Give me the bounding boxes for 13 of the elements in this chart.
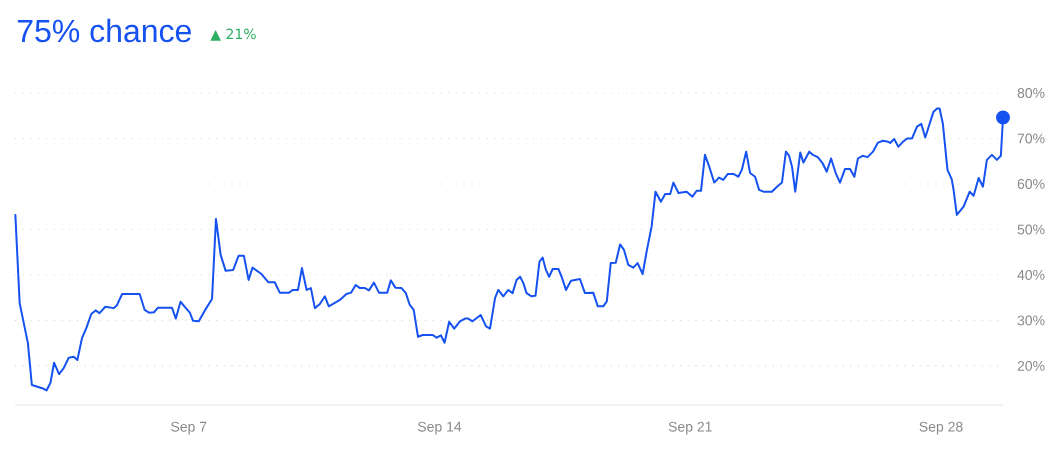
y-tick-label: 70% xyxy=(1017,133,1045,144)
x-tick-label: Sep 7 xyxy=(171,421,207,435)
x-tick-label: Sep 28 xyxy=(919,421,963,435)
y-tick-label: 30% xyxy=(1017,315,1045,326)
x-tick-label: Sep 21 xyxy=(668,421,712,435)
y-tick-label: 20% xyxy=(1017,360,1045,371)
chart-subtitle: ▲ 21% xyxy=(210,28,256,41)
y-tick-label: 60% xyxy=(1017,179,1045,189)
y-tick-label: 40% xyxy=(1017,269,1045,280)
y-tick-label: 50% xyxy=(1017,224,1045,235)
y-tick-label: 80% xyxy=(1017,88,1045,98)
chart-title: 75% chance xyxy=(17,18,191,43)
x-tick-label: Sep 14 xyxy=(417,421,462,435)
